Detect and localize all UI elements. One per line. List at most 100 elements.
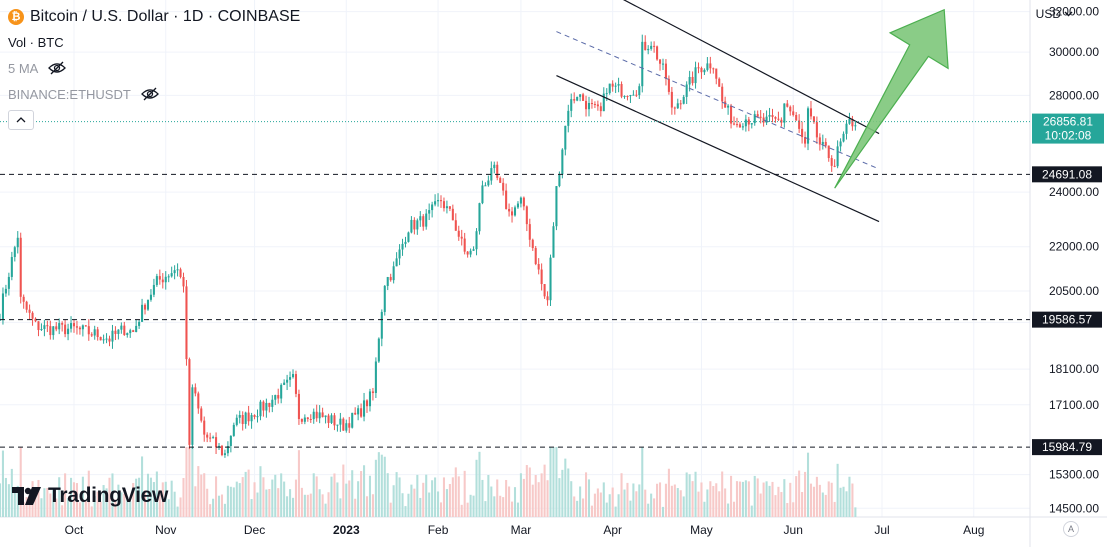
volume-bar	[590, 505, 593, 517]
volume-bar	[599, 492, 602, 517]
volume-bar	[167, 499, 170, 517]
candle-body	[212, 437, 215, 439]
volume-bar	[522, 478, 525, 517]
volume-bar	[194, 486, 197, 517]
volume-bar	[768, 485, 771, 517]
volume-bar	[561, 469, 564, 517]
volume-bar	[265, 489, 268, 517]
candle-body	[389, 277, 392, 281]
volume-bar	[327, 492, 330, 517]
volume-bar	[108, 477, 111, 517]
candle-body	[126, 333, 129, 336]
volume-bar	[339, 498, 342, 517]
candle-body	[451, 208, 454, 221]
collapse-legend-button[interactable]	[8, 110, 34, 130]
candle-body	[682, 96, 685, 104]
tradingview-logo[interactable]: TradingView	[12, 484, 168, 508]
volume-bar	[371, 494, 374, 517]
candle-body	[658, 59, 662, 64]
candle-body	[72, 323, 76, 327]
candle-body	[759, 116, 762, 118]
volume-bar	[226, 485, 229, 517]
candle-body	[268, 402, 271, 407]
volume-bar	[531, 484, 534, 517]
candle-body	[75, 326, 78, 328]
eye-off-icon[interactable]	[48, 61, 67, 75]
time-tick-label: Oct	[65, 523, 84, 537]
candle-body	[833, 165, 836, 167]
volume-bar	[472, 495, 475, 517]
candle-body	[771, 115, 774, 118]
volume-legend-row[interactable]: Vol · BTC	[8, 32, 300, 52]
candle-body	[765, 116, 768, 123]
volume-bar	[377, 452, 380, 517]
candle-body	[546, 296, 549, 301]
candle-body	[129, 330, 132, 334]
volume-bar	[632, 483, 635, 517]
volume-bar	[152, 482, 155, 517]
candle-body	[679, 103, 682, 105]
time-tick-label: Jul	[874, 523, 889, 537]
price-tick-label: 14500.00	[1049, 501, 1099, 515]
volume-bar	[463, 470, 466, 517]
channel-upper-line	[622, 0, 880, 135]
candle-body	[730, 105, 733, 124]
candle-body	[460, 236, 463, 239]
candle-body	[531, 239, 534, 249]
candle-body	[738, 124, 741, 128]
volume-bar	[658, 482, 662, 517]
eye-off-icon[interactable]	[140, 87, 159, 101]
volume-bar	[451, 477, 454, 517]
volume-bar	[567, 468, 570, 517]
symbol-title-row[interactable]: ₿ Bitcoin / U.S. Dollar · 1D · COINBASE	[8, 6, 300, 28]
candle-body	[318, 412, 321, 419]
candle-body	[664, 63, 667, 79]
compare-legend-row[interactable]: BINANCE:ETHUSDT	[8, 84, 300, 104]
volume-bar	[318, 489, 321, 517]
volume-bar	[653, 498, 656, 517]
volume-bar	[721, 471, 724, 517]
volume-bar	[64, 473, 67, 517]
volume-bar	[679, 490, 682, 517]
time-axis[interactable]: Oct Nov Dec 2023 Feb Mar Apr May Jun Jul Aug	[65, 523, 985, 537]
candle-body	[336, 424, 339, 426]
volume-bar	[321, 494, 324, 517]
candle-body	[472, 249, 475, 251]
volume-bar	[629, 500, 632, 517]
volume-bar	[289, 489, 292, 517]
candle-body	[206, 434, 209, 438]
volume-bar	[383, 456, 386, 517]
volume-bar	[345, 483, 348, 517]
price-axis[interactable]: 32000.00 30000.00 28000.00 24000.00 22000.00…	[1049, 5, 1099, 516]
candle-body	[496, 164, 499, 178]
volume-bar	[836, 463, 839, 517]
volume-bar	[120, 492, 123, 517]
volume-bar	[43, 488, 46, 517]
candle-body	[638, 86, 641, 96]
volume-bar	[191, 447, 194, 517]
candle-body	[176, 269, 179, 271]
volume-bar	[771, 481, 774, 517]
currency-selector[interactable]: USD	[1036, 7, 1073, 21]
auto-scale-button[interactable]: A	[1063, 521, 1079, 537]
candle-body	[114, 330, 117, 334]
volume-bar	[291, 497, 295, 517]
volume-bar	[259, 466, 262, 517]
candle-body	[795, 114, 798, 121]
volume-bar	[294, 479, 298, 517]
volume-bar	[605, 502, 608, 517]
candle-body	[167, 276, 170, 278]
ma-legend-row[interactable]: 5 MA	[8, 58, 300, 78]
chart-drawings[interactable]	[0, 0, 1030, 448]
volume-bar	[815, 476, 818, 517]
volume-bar	[274, 474, 277, 517]
volume-bar	[360, 471, 363, 517]
volume-bar	[206, 488, 209, 517]
volume-bar	[13, 488, 16, 517]
candle-body	[209, 437, 212, 439]
volume-bar	[762, 482, 765, 517]
volume-bar	[173, 491, 176, 517]
volume-bar	[410, 484, 413, 517]
volume-bar	[215, 476, 218, 517]
